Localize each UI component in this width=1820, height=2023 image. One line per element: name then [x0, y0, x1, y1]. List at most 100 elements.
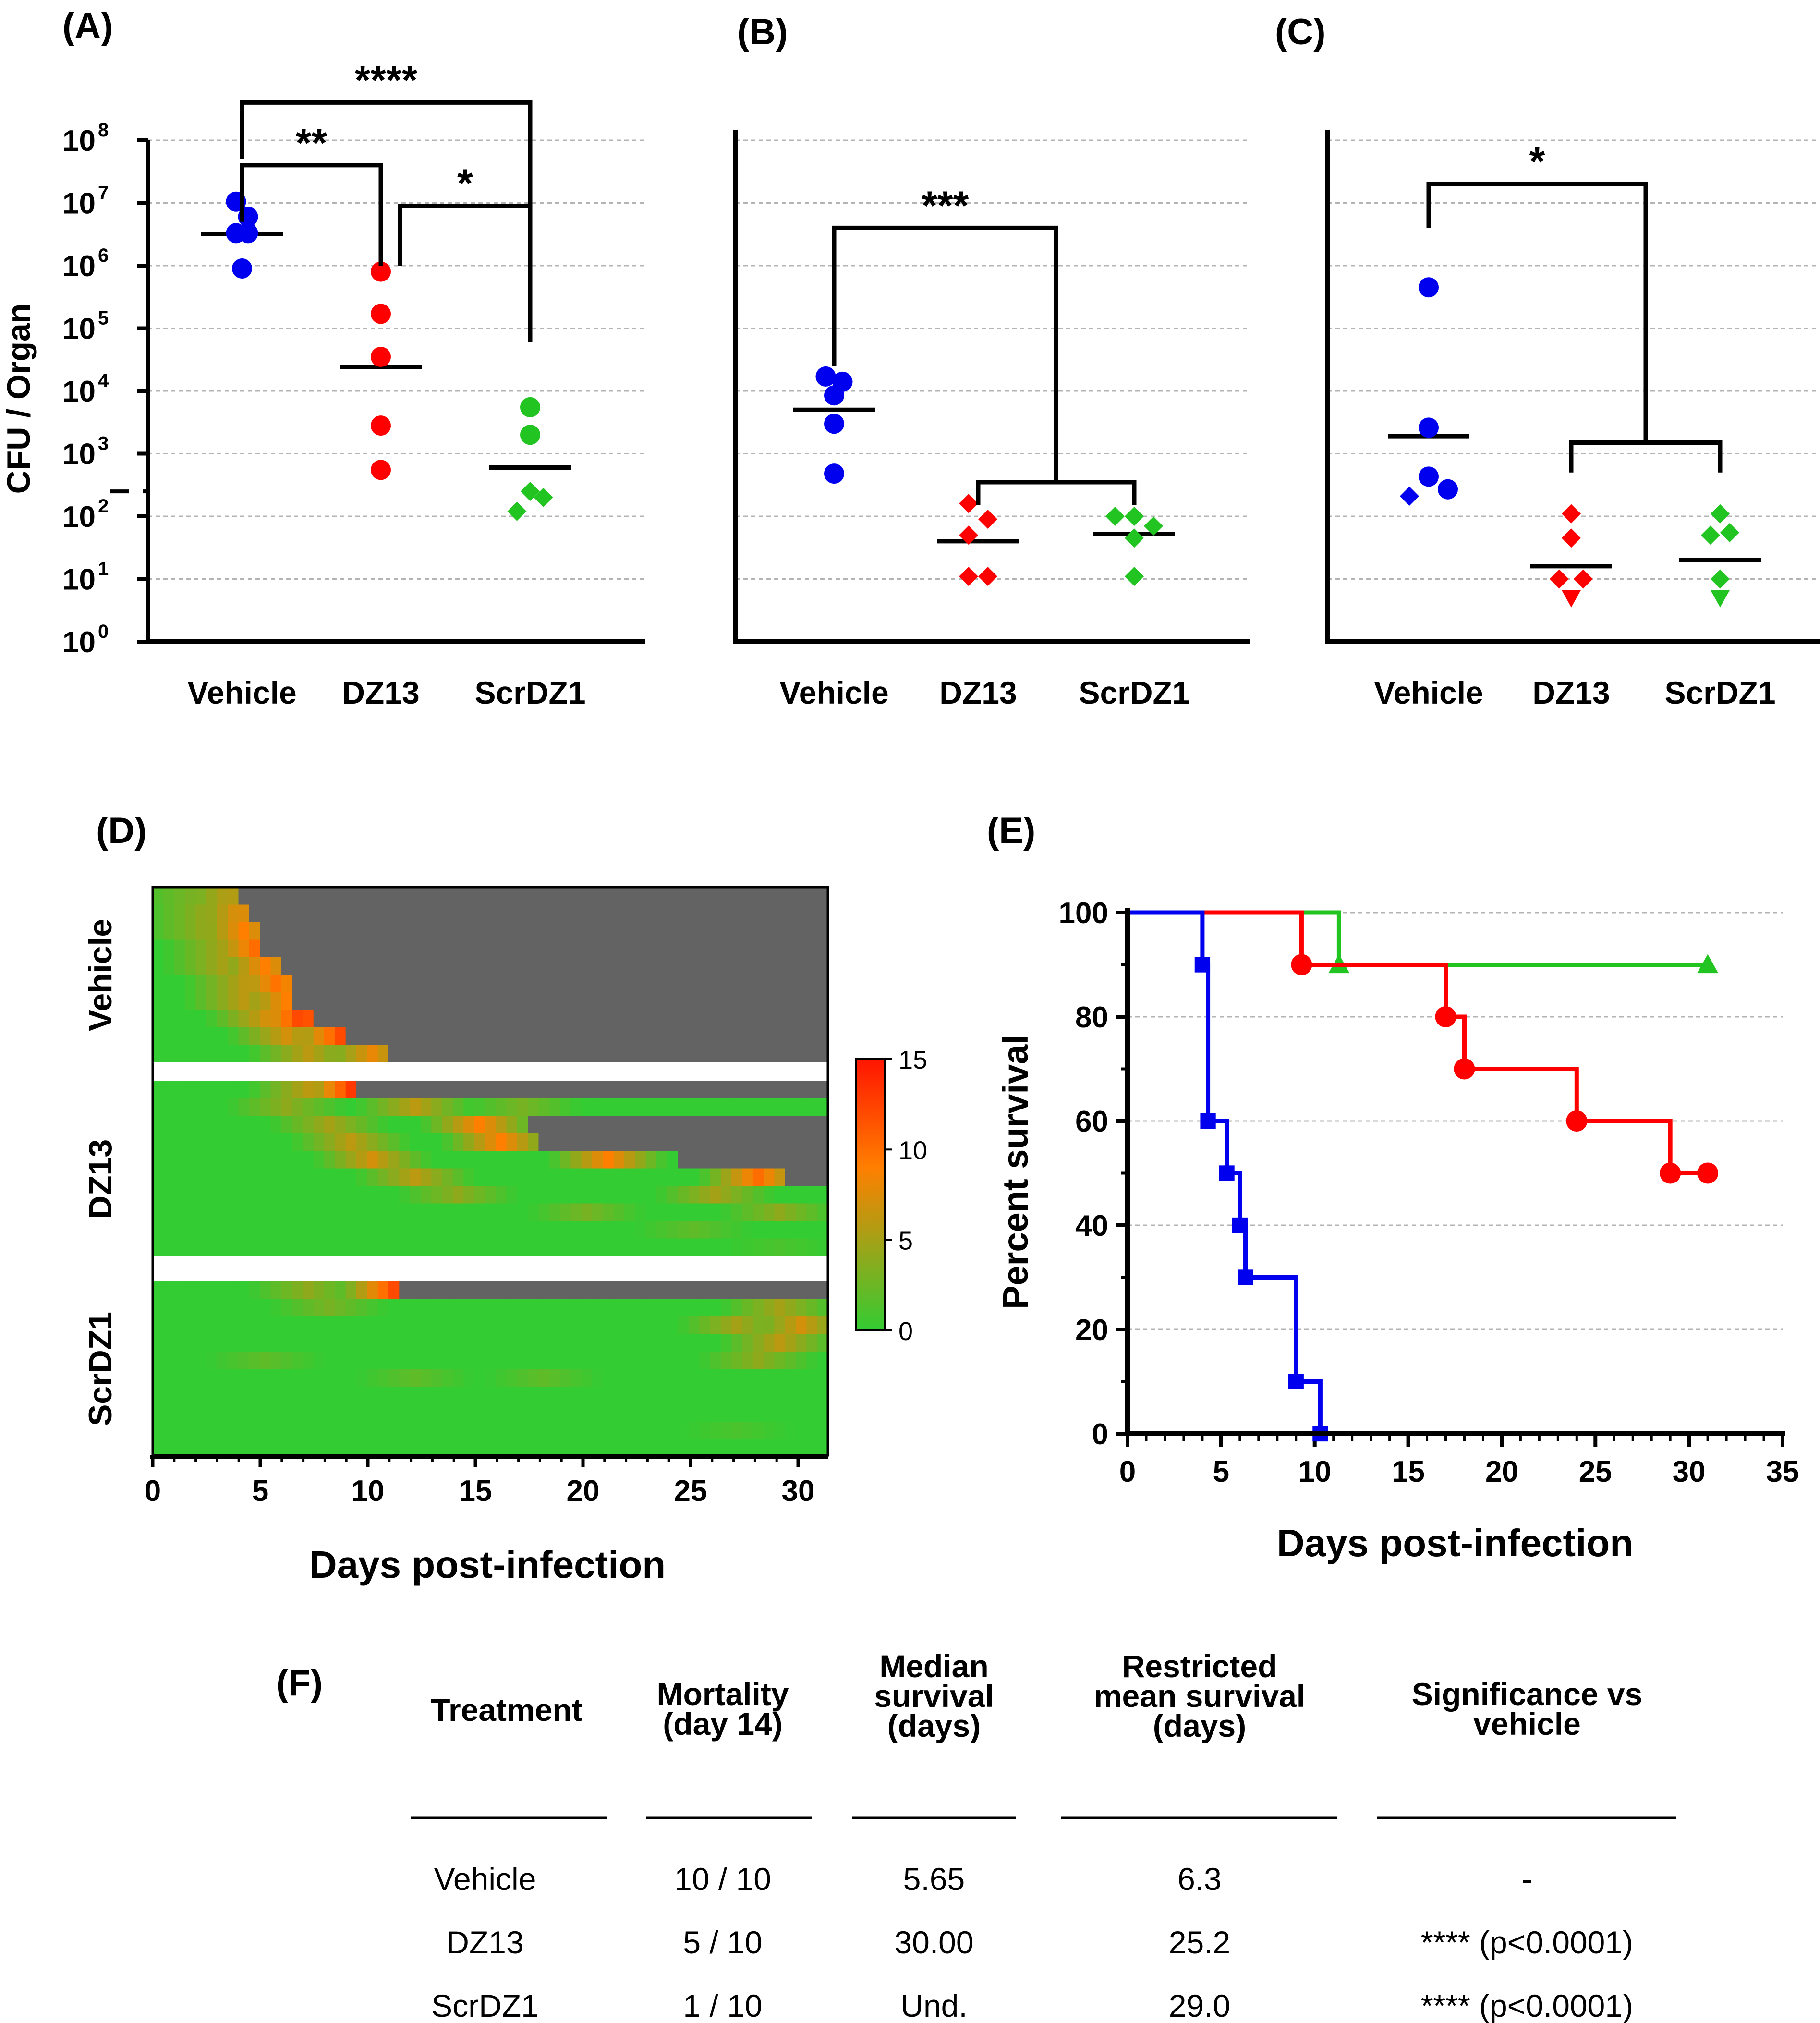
heatmap-cell [549, 1098, 560, 1116]
heatmap-cell [678, 1334, 689, 1352]
heatmap-cell [720, 1168, 732, 1186]
heatmap-cell [442, 1133, 453, 1151]
heatmap-cell [184, 1238, 196, 1256]
heatmap-cell [410, 1045, 421, 1063]
significance-bracket [398, 203, 533, 342]
heatmap-cell [260, 939, 271, 958]
data-point [371, 415, 391, 436]
heatmap-cell [570, 957, 582, 975]
heatmap-cell [581, 1098, 593, 1116]
heatmap-cell [549, 1334, 560, 1352]
heatmap-cell [260, 1098, 271, 1116]
survival-marker [1697, 954, 1719, 974]
heatmap-cell [560, 1151, 571, 1169]
heatmap-cell [345, 1045, 357, 1063]
heatmap-cell [260, 887, 271, 905]
heatmap-cell [356, 975, 368, 993]
heatmap-cell [667, 1369, 679, 1387]
heatmap-cell [184, 1281, 196, 1300]
heatmap-cell [560, 1045, 571, 1063]
heatmap-cell [774, 1186, 786, 1204]
heatmap-cell [731, 1151, 743, 1169]
heatmap-cell [431, 1133, 443, 1151]
heatmap-cell [603, 1387, 614, 1405]
heatmap-cell [367, 922, 378, 940]
heatmap-cell [367, 1316, 378, 1335]
heatmap-cell [184, 1316, 196, 1335]
heatmap-cell [388, 887, 400, 905]
heatmap-cell [153, 975, 164, 993]
heatmap-cell [581, 922, 593, 940]
heatmap-cell [399, 1081, 411, 1099]
panel-c-category-dz13: DZ13 [1532, 675, 1610, 710]
heatmap-cell [613, 1116, 625, 1134]
heatmap-cell [345, 1334, 357, 1352]
data-point [1125, 528, 1144, 548]
heatmap-cell [463, 1439, 475, 1457]
data-point [521, 482, 540, 501]
heatmap-cell [635, 1422, 646, 1440]
heatmap-cell [538, 975, 550, 993]
heatmap-cell [153, 1299, 164, 1317]
heatmap-cell [752, 1369, 764, 1387]
heatmap-cell [260, 957, 271, 975]
heatmap-cell [496, 1098, 507, 1116]
heatmap-cell [163, 1186, 175, 1204]
heatmap-cell [774, 992, 786, 1011]
heatmap-cell [184, 939, 196, 958]
heatmap-cell [603, 1133, 614, 1151]
heatmap-cell [731, 1387, 743, 1405]
significance-stars: * [1529, 139, 1545, 184]
heatmap-cell [238, 1203, 250, 1221]
heatmap-cell [645, 1439, 657, 1457]
heatmap-cell [496, 1027, 507, 1046]
heatmap-cell [410, 1238, 421, 1256]
heatmap-cell [699, 1116, 711, 1134]
heatmap-cell [592, 1168, 604, 1186]
heatmap-cell [195, 1133, 207, 1151]
heatmap-cell [174, 975, 185, 993]
heatmap-cell [410, 1404, 421, 1422]
heatmap-cell [613, 1098, 625, 1116]
heatmap-cell [442, 1221, 453, 1239]
heatmap-cell [335, 1422, 346, 1440]
heatmap-cell [184, 1186, 196, 1204]
panel-a-category-vehicle: Vehicle [187, 675, 297, 710]
data-point [1711, 504, 1730, 524]
heatmap-cell [742, 1151, 753, 1169]
heatmap-cell [206, 904, 218, 923]
heatmap-cell [817, 1439, 828, 1457]
heatmap-cell [356, 957, 368, 975]
heatmap-cell [528, 1168, 539, 1186]
heatmap-cell [785, 1334, 796, 1352]
heatmap-cell [442, 1116, 453, 1134]
heatmap-cell [570, 1151, 582, 1169]
heatmap-cell [399, 1045, 411, 1063]
heatmap-cell [688, 1081, 700, 1099]
heatmap-cell [217, 975, 229, 993]
heatmap-cell [345, 992, 357, 1011]
heatmap-cell [485, 1098, 496, 1116]
heatmap-cell [785, 887, 796, 905]
heatmap-cell [549, 975, 560, 993]
heatmap-cell [195, 957, 207, 975]
heatmap-cell [452, 1221, 464, 1239]
heatmap-cell [613, 957, 625, 975]
heatmap-cell [356, 887, 368, 905]
heatmap-cell [710, 1439, 721, 1457]
heatmap-cell [796, 1045, 807, 1063]
heatmap-cell [517, 1221, 528, 1239]
heatmap-cell [517, 1045, 528, 1063]
heatmap-cell [710, 1221, 721, 1239]
heatmap-cell [570, 1334, 582, 1352]
heatmap-cell [410, 1369, 421, 1387]
heatmap-cell [817, 1404, 828, 1422]
heatmap-cell [742, 904, 753, 923]
heatmap-cell [163, 1404, 175, 1422]
heatmap-cell [163, 1334, 175, 1352]
heatmap-cell [603, 1238, 614, 1256]
heatmap-cell [774, 1045, 786, 1063]
y-tick-base: 10 [62, 375, 96, 408]
heatmap-cell [785, 1387, 796, 1405]
